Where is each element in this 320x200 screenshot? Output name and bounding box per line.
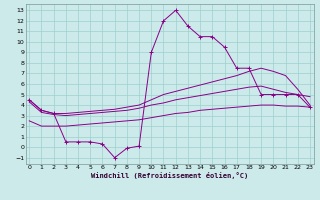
X-axis label: Windchill (Refroidissement éolien,°C): Windchill (Refroidissement éolien,°C) xyxy=(91,172,248,179)
